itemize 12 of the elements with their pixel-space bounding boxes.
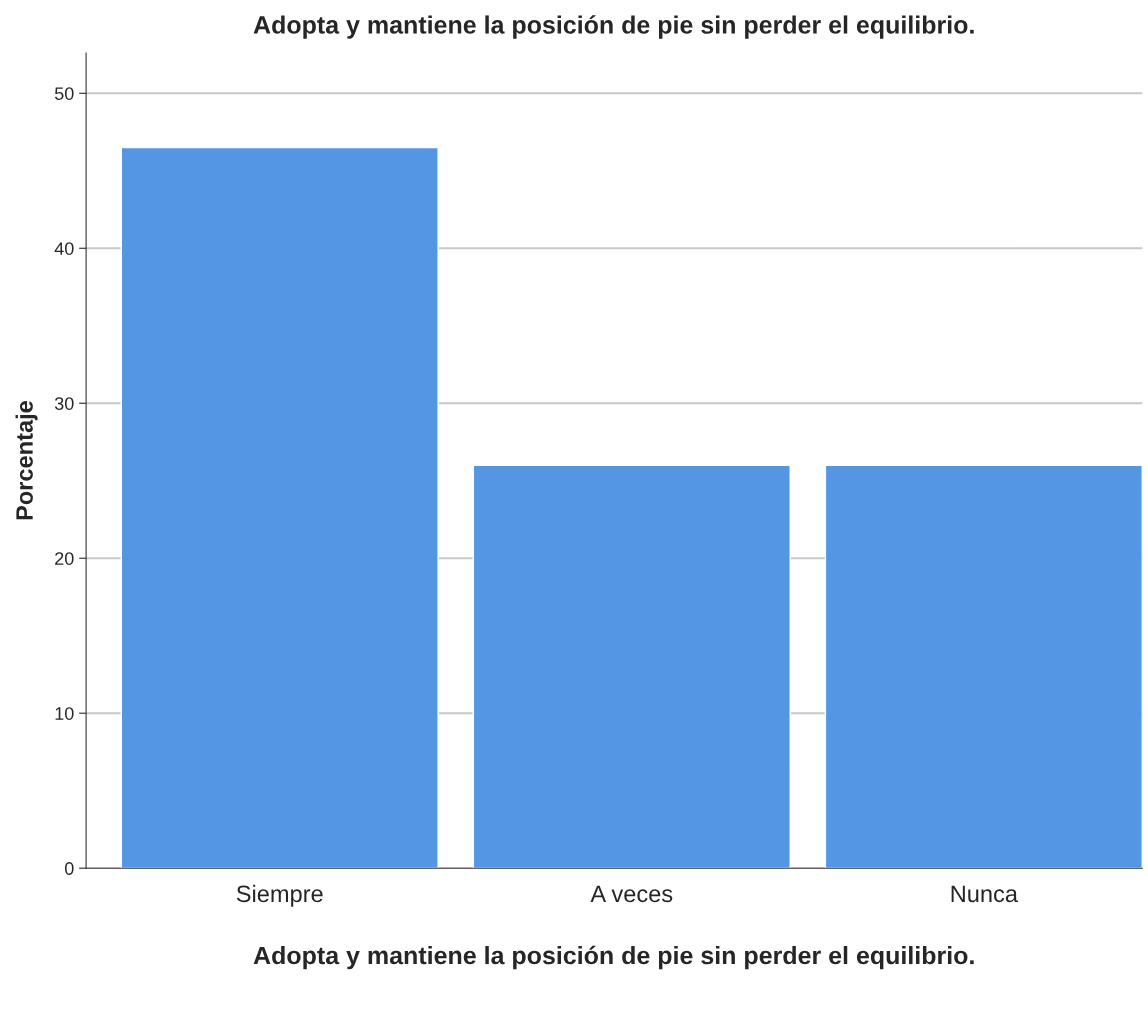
y-tick-label: 20 bbox=[55, 552, 74, 565]
x-tick-label: A veces bbox=[590, 885, 673, 903]
x-tick-label: Siempre bbox=[236, 884, 323, 907]
chart-title: Adopta y mantiene la posición de pie sin perder el equilibrio. bbox=[253, 15, 974, 39]
y-tick-label: 10 bbox=[55, 707, 74, 720]
y-tick-label: 30 bbox=[54, 397, 74, 410]
y-tick-label: 0 bbox=[64, 862, 74, 875]
y-tick-label: 50 bbox=[54, 87, 74, 100]
y-axis-title: Porcentaje bbox=[15, 401, 38, 520]
y-tick-label: 40 bbox=[54, 242, 74, 255]
x-tick-label: Nunca bbox=[951, 885, 1018, 903]
x-axis-title: Adopta y mantiene la posición de pie sin perder el equilibrio. bbox=[253, 945, 974, 970]
